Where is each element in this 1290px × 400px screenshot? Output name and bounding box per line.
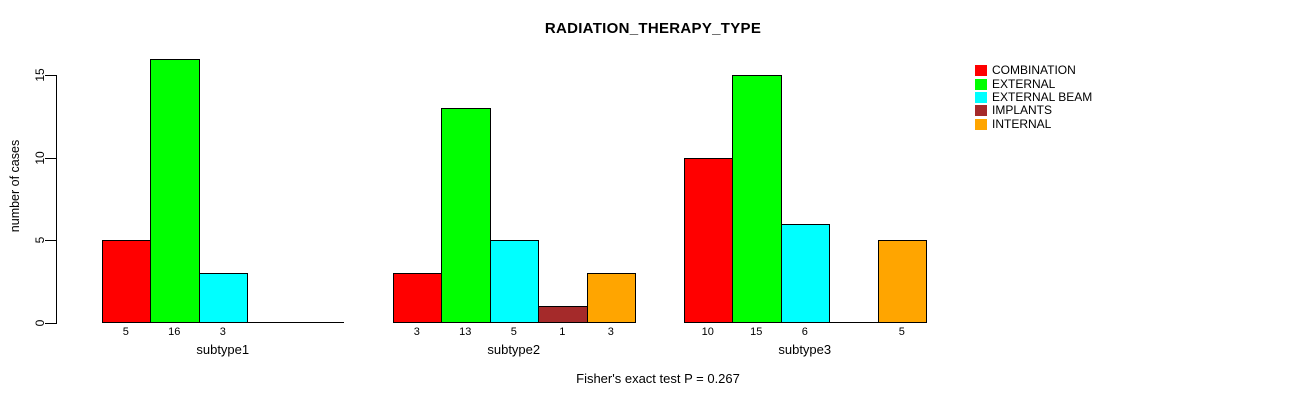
y-axis-tick bbox=[45, 322, 56, 324]
bar-value-label: 1 bbox=[559, 326, 566, 338]
bar bbox=[586, 273, 636, 323]
y-axis-tick bbox=[45, 157, 56, 159]
legend-swatch bbox=[975, 105, 987, 117]
bar-value-label: 5 bbox=[122, 326, 129, 338]
y-axis-tick bbox=[45, 75, 56, 76]
legend-swatch bbox=[975, 65, 987, 77]
annotation-fisher-test: Fisher's exact test P = 0.267 bbox=[576, 371, 740, 386]
bar bbox=[780, 223, 830, 323]
x-category-label: subtype3 bbox=[778, 342, 832, 357]
bar bbox=[101, 240, 151, 323]
bar-value-label: 3 bbox=[219, 326, 226, 338]
y-tick-label: 10 bbox=[33, 150, 47, 165]
legend-item-label: EXTERNAL BEAM bbox=[992, 89, 1093, 104]
legend-swatch bbox=[975, 91, 987, 103]
bar bbox=[489, 240, 539, 323]
bar bbox=[198, 273, 248, 323]
y-axis-tick bbox=[45, 240, 56, 241]
legend-swatch bbox=[975, 118, 987, 130]
bar-value-label: 10 bbox=[701, 326, 714, 338]
legend-item: INTERNAL bbox=[975, 116, 1092, 131]
bar-value-label: 3 bbox=[413, 326, 420, 338]
bar-value-label: 15 bbox=[750, 326, 763, 338]
legend-item-label: COMBINATION bbox=[992, 63, 1076, 78]
y-tick-label: 15 bbox=[33, 68, 47, 82]
chart-title: RADIATION_THERAPY_TYPE bbox=[544, 20, 762, 37]
legend-item: EXTERNAL BEAM bbox=[975, 89, 1093, 104]
legend: COMBINATION EXTERNAL EXTERNAL BEAM IMPLANTS… bbox=[975, 64, 1092, 131]
bar bbox=[150, 58, 200, 323]
bar bbox=[683, 157, 733, 323]
bar-value-label: 6 bbox=[801, 326, 808, 338]
x-category-label: subtype1 bbox=[196, 342, 250, 357]
bar bbox=[441, 108, 491, 323]
bar bbox=[392, 273, 442, 323]
bar bbox=[538, 306, 588, 323]
legend-item: EXTERNAL bbox=[975, 77, 1092, 90]
bar bbox=[732, 75, 782, 323]
legend-item: COMBINATION bbox=[975, 64, 1092, 77]
bar-value-label: 5 bbox=[898, 326, 905, 338]
x-category-label: subtype2 bbox=[487, 342, 541, 357]
bar-value-label: 16 bbox=[168, 326, 181, 338]
legend-swatch bbox=[975, 78, 987, 90]
y-tick-label: 0 bbox=[33, 319, 47, 326]
legend-item-label: EXTERNAL bbox=[992, 76, 1056, 91]
bar-value-label: 13 bbox=[459, 326, 472, 338]
legend-item-label: IMPLANTS bbox=[992, 103, 1053, 118]
legend-item: IMPLANTS bbox=[975, 104, 1092, 117]
bar bbox=[877, 240, 927, 323]
y-axis-line bbox=[56, 75, 57, 324]
legend-item-label: INTERNAL bbox=[992, 116, 1052, 131]
bar-value-label: 3 bbox=[607, 326, 614, 338]
y-tick-label: 5 bbox=[33, 236, 47, 244]
bar-value-label: 5 bbox=[510, 326, 517, 338]
